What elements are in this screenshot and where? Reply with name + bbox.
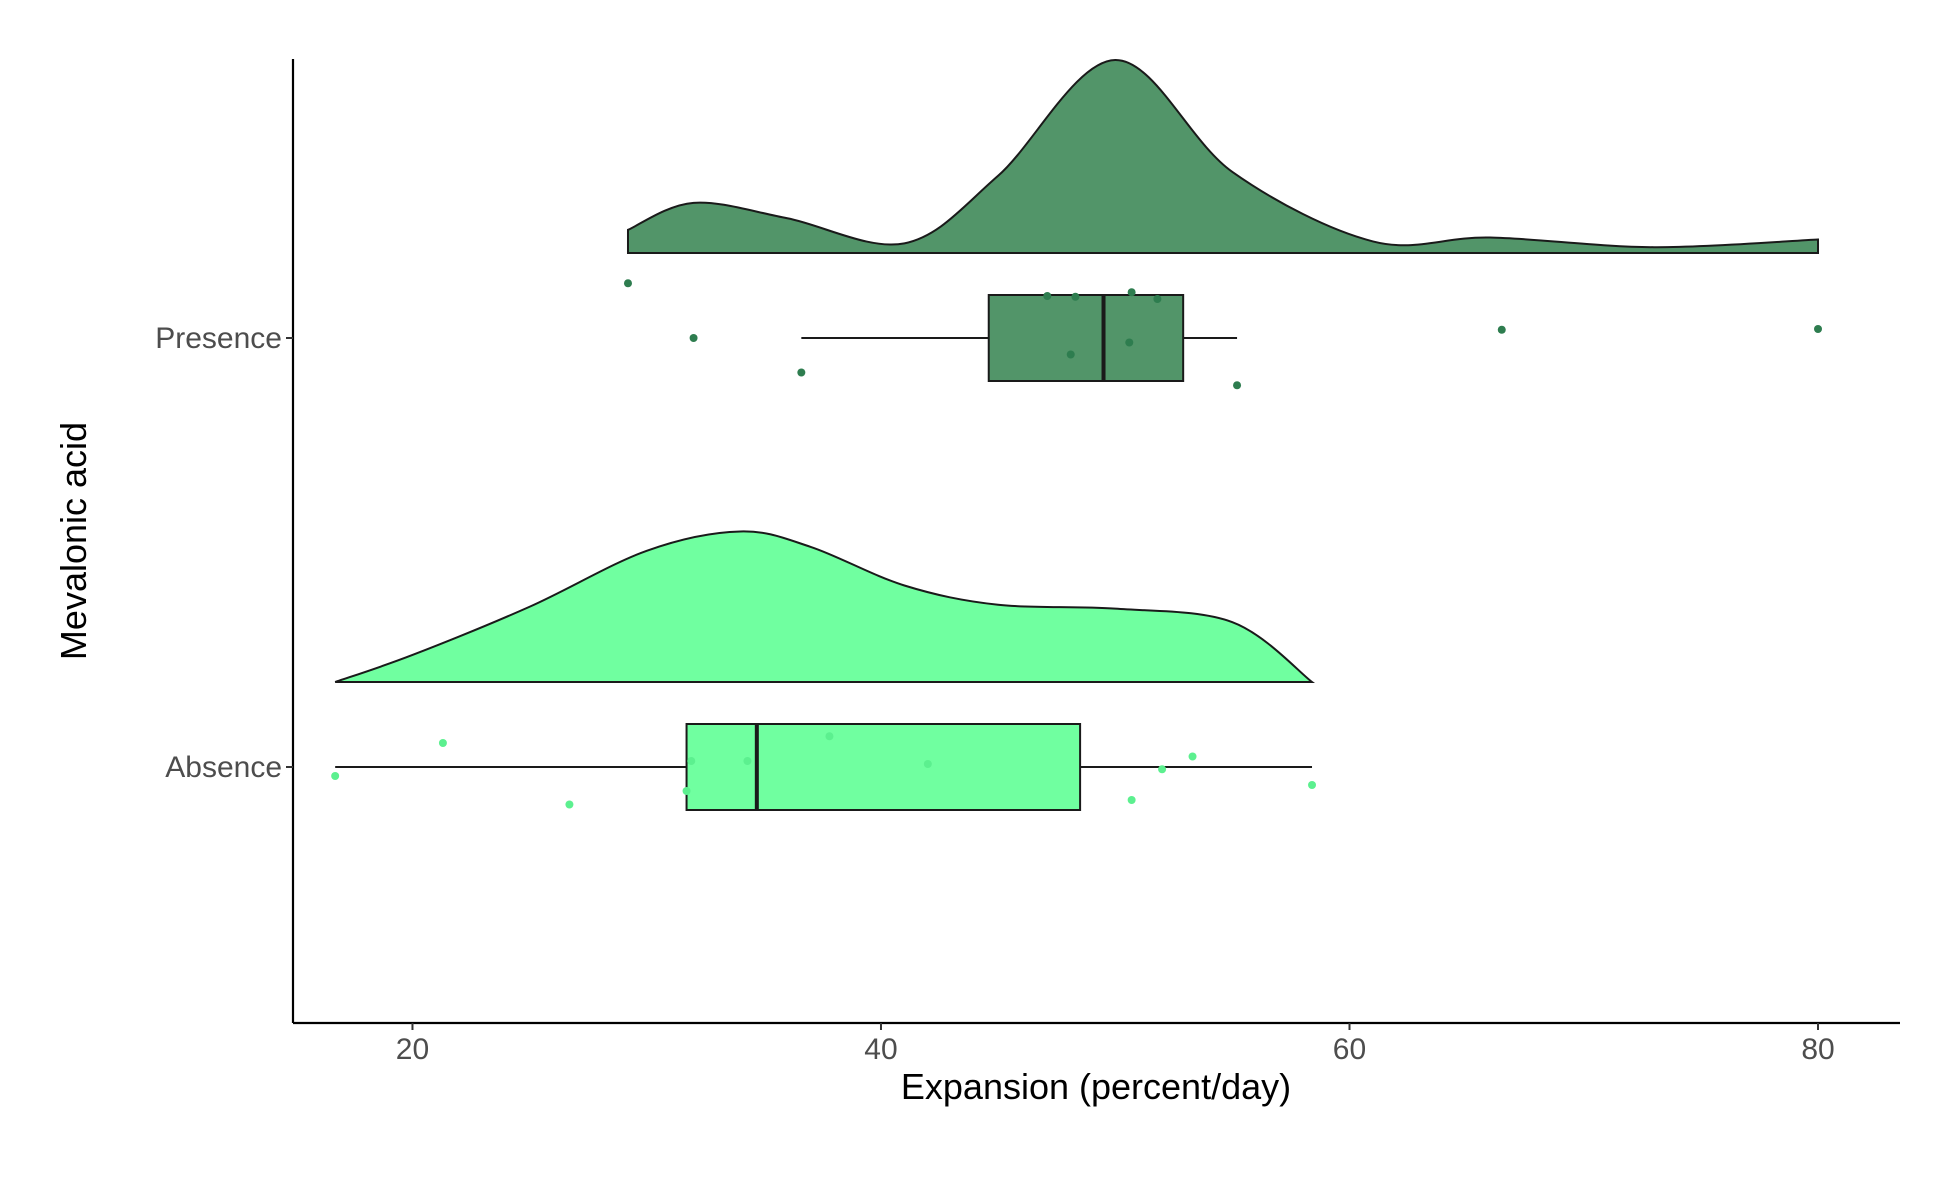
point-layer <box>331 279 1823 809</box>
density-presence <box>626 58 1820 254</box>
data-point-presence-9 <box>1153 295 1162 303</box>
data-point-presence-4 <box>1043 292 1052 300</box>
x-axis-title: Expansion (percent/day) <box>901 1066 1291 1107</box>
data-point-absence-10 <box>1158 765 1167 774</box>
y-tick-label-presence: Presence <box>155 322 282 355</box>
data-point-absence-3 <box>565 800 574 809</box>
data-point-presence-1 <box>623 279 632 288</box>
x-tick-label-20: 20 <box>396 1033 429 1066</box>
data-point-presence-12 <box>1814 325 1823 333</box>
data-point-presence-11 <box>1497 325 1506 334</box>
data-point-absence-1 <box>331 772 340 780</box>
density-absence <box>334 530 1316 683</box>
data-point-absence-2 <box>438 739 447 747</box>
data-point-absence-4 <box>682 787 691 795</box>
data-point-presence-10 <box>1233 381 1242 390</box>
data-point-absence-6 <box>743 757 752 765</box>
data-point-presence-7 <box>1125 338 1134 347</box>
data-point-presence-5 <box>1066 350 1075 359</box>
x-tick-label-80: 80 <box>1801 1033 1834 1066</box>
box-absence <box>685 723 1082 811</box>
box-presence <box>987 294 1185 382</box>
data-point-presence-3 <box>797 368 806 377</box>
data-point-absence-12 <box>1308 781 1317 789</box>
data-point-absence-8 <box>923 760 932 768</box>
data-point-absence-11 <box>1188 752 1197 761</box>
x-tick-label-40: 40 <box>864 1033 897 1066</box>
data-point-presence-8 <box>1127 288 1136 297</box>
y-axis-title: Mevalonic acid <box>53 422 94 660</box>
box-layer <box>335 294 1313 811</box>
density-layer <box>334 58 1820 683</box>
data-point-absence-5 <box>687 757 696 765</box>
x-tick-label-60: 60 <box>1333 1033 1366 1066</box>
data-point-absence-7 <box>825 732 834 741</box>
tick-layer: Absence Presence 20 40 60 80 <box>155 322 1834 1066</box>
data-point-presence-2 <box>689 334 698 342</box>
data-point-absence-9 <box>1127 796 1136 804</box>
y-tick-label-absence: Absence <box>165 751 282 784</box>
data-point-presence-6 <box>1071 292 1080 301</box>
